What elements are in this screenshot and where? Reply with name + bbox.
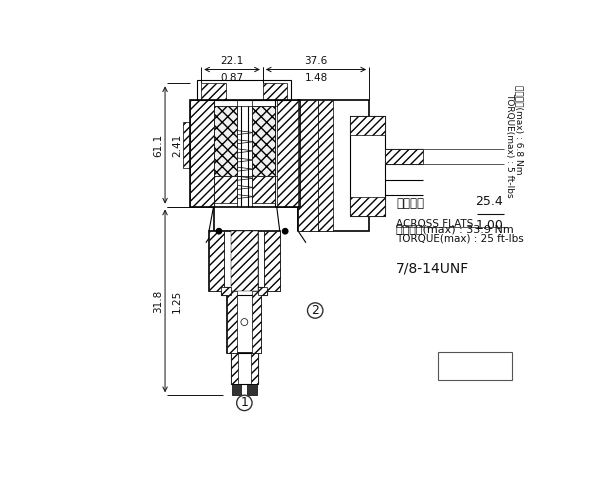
Bar — [230, 353, 238, 384]
Bar — [197, 80, 292, 100]
Text: 1: 1 — [241, 397, 248, 410]
Bar — [214, 176, 236, 203]
Text: 31.8: 31.8 — [154, 289, 164, 313]
Bar — [190, 100, 300, 207]
Text: 毫米MM: 毫米MM — [459, 354, 491, 364]
Bar — [300, 122, 308, 168]
Text: 英寸INCH: 英寸INCH — [454, 368, 496, 378]
Bar — [227, 291, 262, 353]
Text: 61.1: 61.1 — [154, 133, 164, 156]
Bar — [214, 106, 236, 176]
Bar — [232, 384, 241, 395]
Text: 25.4: 25.4 — [475, 195, 503, 208]
Bar — [252, 291, 262, 353]
Bar — [183, 122, 190, 168]
Bar — [251, 353, 258, 384]
Bar — [350, 116, 385, 216]
Bar — [265, 231, 280, 291]
Bar — [252, 176, 275, 203]
Bar — [277, 100, 300, 207]
Text: ACROSS FLATS: ACROSS FLATS — [396, 219, 473, 229]
Bar — [247, 384, 257, 395]
Text: 對邊寬度: 對邊寬度 — [396, 197, 424, 210]
Bar — [385, 149, 423, 164]
Text: 2: 2 — [311, 304, 319, 317]
Bar — [190, 100, 214, 207]
Bar — [209, 231, 280, 291]
Bar — [230, 231, 258, 291]
Text: 1.48: 1.48 — [304, 72, 328, 83]
Text: TORQUE(max) : 25 ft-lbs: TORQUE(max) : 25 ft-lbs — [396, 233, 524, 243]
Bar — [252, 106, 275, 176]
Bar — [230, 353, 258, 384]
Text: 1.25: 1.25 — [172, 289, 182, 313]
Bar — [439, 352, 512, 380]
Text: 2.41: 2.41 — [172, 133, 182, 156]
Bar — [221, 287, 268, 295]
Text: 安裝扜矩(max) : 6.8 Nm: 安裝扜矩(max) : 6.8 Nm — [515, 85, 524, 174]
Bar — [221, 287, 230, 295]
Text: 安裝扜矩(max) : 33.9 Nm: 安裝扜矩(max) : 33.9 Nm — [396, 224, 514, 234]
Bar — [258, 287, 268, 295]
Bar — [350, 116, 385, 135]
Text: 1.00: 1.00 — [475, 219, 503, 232]
Text: 37.6: 37.6 — [304, 57, 328, 67]
Bar — [298, 100, 317, 231]
Bar — [298, 100, 369, 231]
Bar — [263, 84, 287, 100]
Text: 0.87: 0.87 — [220, 72, 244, 83]
Bar — [209, 231, 224, 291]
Bar — [227, 291, 236, 353]
Bar — [201, 84, 226, 100]
Circle shape — [283, 228, 288, 234]
Text: 7/8-14UNF: 7/8-14UNF — [396, 261, 469, 275]
Text: TORQUE(max) : 5 ft-lbs: TORQUE(max) : 5 ft-lbs — [506, 93, 515, 197]
Circle shape — [216, 228, 221, 234]
Bar — [317, 100, 333, 231]
Bar — [350, 197, 385, 216]
Text: 22.1: 22.1 — [220, 57, 244, 67]
